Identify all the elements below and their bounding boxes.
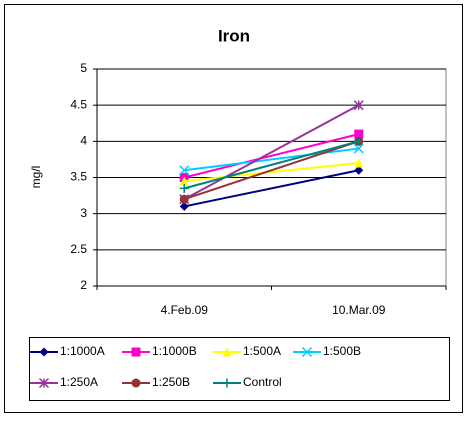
series-line (183, 140, 360, 190)
marker (179, 201, 189, 211)
series-line (184, 133, 359, 179)
legend-label: Control (243, 375, 282, 389)
y-tick-label: 3.5 (70, 170, 87, 184)
chart-title: Iron (218, 26, 250, 45)
x-tick-label: 10.Mar.09 (332, 303, 386, 317)
y-axis-label: mg/l (29, 166, 43, 189)
marker (131, 378, 141, 388)
marker (353, 100, 364, 111)
y-tick-label: 5 (80, 61, 87, 75)
legend-label: 1:1000A (60, 344, 105, 358)
marker (222, 378, 232, 388)
marker (354, 158, 364, 168)
legend (29, 337, 450, 401)
marker (179, 183, 189, 193)
marker (179, 194, 189, 204)
marker (179, 176, 189, 186)
marker (354, 129, 364, 139)
legend-label: 1:500B (323, 344, 361, 358)
marker (354, 136, 364, 146)
marker (222, 347, 232, 357)
y-tick-label: 2 (80, 278, 87, 292)
x-tick-label: 4.Feb.09 (161, 303, 209, 317)
marker (353, 143, 364, 154)
legend-label: 1:1000B (152, 344, 197, 358)
marker (131, 347, 141, 357)
marker (301, 346, 313, 358)
y-tick-label: 3 (80, 206, 87, 220)
marker (38, 377, 50, 389)
legend-label: 1:500A (243, 344, 281, 358)
marker (39, 347, 49, 357)
series-line (184, 162, 359, 183)
series-line (183, 140, 360, 201)
series-line (183, 104, 360, 201)
y-tick-label: 2.5 (70, 242, 87, 256)
marker (354, 165, 364, 175)
y-tick-label: 4 (80, 134, 87, 148)
legend-label: 1:250A (60, 375, 98, 389)
series-line (184, 147, 359, 172)
series-line (184, 169, 359, 208)
legend-label: 1:250B (152, 375, 190, 389)
marker (179, 165, 190, 176)
y-tick-label: 4.5 (70, 97, 87, 111)
